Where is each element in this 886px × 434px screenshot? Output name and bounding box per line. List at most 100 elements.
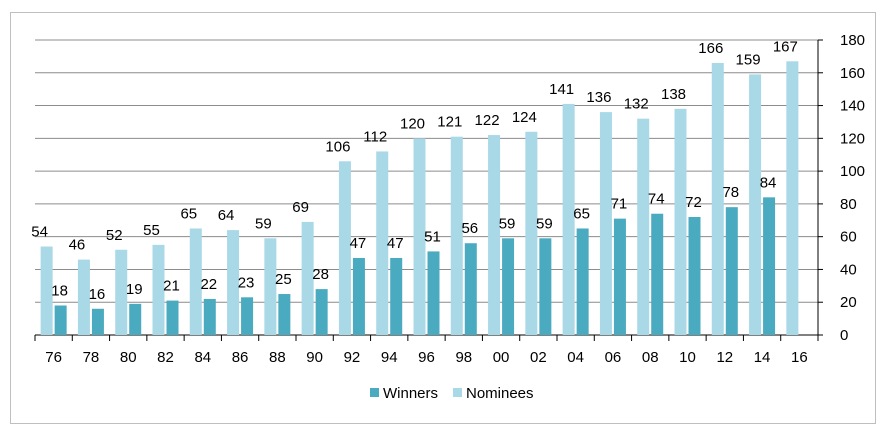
nominees-data-label: 69 bbox=[292, 199, 309, 216]
winners-data-label: 51 bbox=[424, 228, 441, 245]
x-tick-label: 98 bbox=[455, 349, 472, 366]
legend-swatch-nominees bbox=[453, 388, 462, 397]
winners-bar bbox=[241, 297, 254, 335]
nominees-data-label: 167 bbox=[773, 38, 798, 55]
nominees-bar bbox=[450, 136, 463, 335]
nominees-bar bbox=[152, 244, 165, 335]
nominees-bar bbox=[599, 112, 612, 335]
y-tick-label: 20 bbox=[840, 294, 857, 311]
nominees-data-label: 159 bbox=[736, 51, 761, 68]
winners-bar bbox=[502, 238, 515, 335]
x-tick-label: 84 bbox=[194, 349, 211, 366]
winners-data-label: 23 bbox=[238, 274, 255, 291]
x-tick-label: 02 bbox=[530, 349, 547, 366]
nominees-data-label: 55 bbox=[143, 222, 160, 239]
x-tick-label: 92 bbox=[344, 349, 361, 366]
nominees-bar bbox=[227, 230, 240, 335]
winners-bar bbox=[576, 228, 589, 335]
nominees-bar bbox=[637, 118, 650, 336]
nominees-bar bbox=[338, 161, 351, 335]
nominees-data-label: 65 bbox=[180, 205, 197, 222]
nominees-bar bbox=[301, 221, 314, 335]
x-tick-label: 86 bbox=[232, 349, 249, 366]
legend-swatch-winners bbox=[370, 388, 379, 397]
winners-data-label: 16 bbox=[89, 286, 106, 303]
y-tick-label: 180 bbox=[840, 32, 865, 49]
nominees-bar bbox=[115, 249, 128, 335]
winners-data-label: 74 bbox=[648, 191, 665, 208]
nominees-bar bbox=[40, 246, 53, 335]
y-tick-label: 80 bbox=[840, 196, 857, 213]
x-tick-label: 06 bbox=[605, 349, 622, 366]
nominees-data-label: 106 bbox=[325, 138, 350, 155]
x-tick-label: 16 bbox=[791, 349, 808, 366]
x-tick-label: 76 bbox=[45, 349, 62, 366]
nominees-data-label: 64 bbox=[218, 207, 235, 224]
y-tick-label: 60 bbox=[840, 229, 857, 246]
x-tick-label: 10 bbox=[679, 349, 696, 366]
y-tick-label: 0 bbox=[840, 327, 848, 344]
winners-bar bbox=[203, 298, 216, 335]
nominees-bar bbox=[749, 74, 762, 336]
winners-data-label: 47 bbox=[350, 235, 367, 252]
nominees-data-label: 124 bbox=[512, 109, 537, 126]
winners-data-label: 84 bbox=[760, 174, 777, 191]
winners-data-label: 28 bbox=[312, 266, 329, 283]
nominees-data-label: 120 bbox=[400, 115, 425, 132]
winners-data-label: 47 bbox=[387, 235, 404, 252]
winners-bar bbox=[651, 213, 664, 335]
winners-bar bbox=[166, 300, 179, 335]
nominees-bar bbox=[525, 131, 538, 335]
nominees-data-label: 112 bbox=[363, 128, 387, 145]
winners-data-label: 22 bbox=[200, 276, 217, 293]
y-tick-label: 160 bbox=[840, 65, 865, 82]
winners-bar bbox=[613, 218, 626, 335]
nominees-bar bbox=[189, 228, 202, 335]
winners-bar bbox=[278, 294, 291, 335]
winners-data-label: 59 bbox=[499, 215, 516, 232]
winners-bar bbox=[464, 243, 477, 335]
winners-data-label: 71 bbox=[611, 196, 628, 213]
winners-bar bbox=[91, 308, 104, 335]
winners-data-label: 21 bbox=[163, 278, 180, 295]
winners-bar bbox=[390, 257, 403, 335]
nominees-data-label: 166 bbox=[698, 40, 723, 57]
x-tick-label: 94 bbox=[381, 349, 398, 366]
x-tick-label: 90 bbox=[306, 349, 323, 366]
legend-label-winners: Winners bbox=[383, 385, 438, 402]
x-tick-label: 04 bbox=[567, 349, 584, 366]
winners-data-label: 72 bbox=[685, 194, 702, 211]
nominees-data-label: 59 bbox=[255, 215, 272, 232]
nominees-data-label: 52 bbox=[106, 227, 123, 244]
winners-bar bbox=[427, 251, 440, 335]
nominees-data-label: 122 bbox=[475, 112, 500, 129]
x-tick-label: 82 bbox=[157, 349, 174, 366]
nominees-bar bbox=[562, 103, 575, 336]
x-tick-label: 08 bbox=[642, 349, 659, 366]
x-tick-label: 00 bbox=[493, 349, 510, 366]
y-tick-label: 100 bbox=[840, 163, 865, 180]
y-tick-label: 40 bbox=[840, 261, 857, 278]
nominees-data-label: 141 bbox=[549, 81, 574, 98]
nominees-bar bbox=[264, 238, 277, 335]
y-tick-label: 120 bbox=[840, 130, 865, 147]
nominees-bar bbox=[413, 138, 426, 335]
winners-bar bbox=[315, 289, 328, 335]
nominees-bar bbox=[786, 61, 799, 336]
legend-label-nominees: Nominees bbox=[466, 385, 534, 402]
winners-bar bbox=[129, 303, 142, 335]
winners-bar bbox=[725, 207, 738, 335]
nominees-data-label: 54 bbox=[31, 224, 48, 241]
nominees-data-label: 132 bbox=[624, 96, 649, 113]
y-tick-label: 140 bbox=[840, 98, 865, 115]
winners-data-label: 19 bbox=[126, 281, 143, 298]
winners-data-label: 78 bbox=[722, 184, 739, 201]
winners-bar bbox=[763, 197, 776, 335]
x-tick-label: 96 bbox=[418, 349, 435, 366]
nominees-bar bbox=[376, 151, 389, 335]
winners-bar bbox=[54, 305, 67, 335]
nominees-data-label: 136 bbox=[586, 89, 611, 106]
winners-bar bbox=[352, 257, 365, 335]
winners-data-label: 59 bbox=[536, 215, 553, 232]
